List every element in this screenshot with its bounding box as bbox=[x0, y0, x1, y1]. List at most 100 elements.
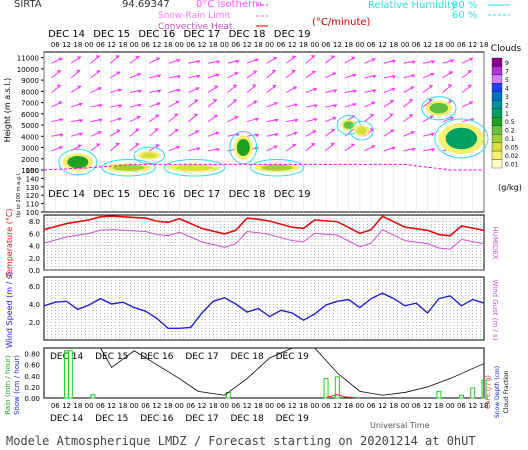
hour-label-bottom-0-1: 12 bbox=[62, 402, 71, 410]
wind-arrow-head bbox=[389, 113, 394, 117]
wind-arrow-head bbox=[194, 99, 199, 103]
hour-label-top-3-2: 18 bbox=[209, 41, 218, 49]
hour-label-top-0-0: 06 bbox=[51, 41, 60, 49]
wind-arrow-head bbox=[234, 116, 239, 120]
wind-arrow-head bbox=[352, 103, 357, 107]
temperature-series-temperature bbox=[43, 215, 485, 237]
rain-axis-title: Rain (mm / hour) bbox=[4, 355, 12, 415]
hour-label-top-6-0: 06 bbox=[322, 41, 331, 49]
wind-arrow-head bbox=[411, 60, 416, 65]
hour-label-top-3-3: 00 bbox=[220, 41, 229, 49]
wind-arrow-head bbox=[330, 142, 335, 147]
temperature-panel-frame bbox=[43, 214, 485, 271]
wind-arrow-head bbox=[350, 143, 355, 148]
hour-label-bottom-3-1: 12 bbox=[197, 402, 206, 410]
humidity-contour-5 bbox=[250, 159, 305, 177]
hour-label-bottom-4-1: 12 bbox=[243, 402, 252, 410]
hour-label-bottom-2-1: 12 bbox=[152, 402, 161, 410]
temperature-tick-3: 2.0 bbox=[29, 255, 40, 263]
hour-label-top-2-1: 12 bbox=[152, 41, 161, 49]
day-label-precip-1: DEC 14 bbox=[50, 352, 83, 362]
hour-label-bottom-8-2: 18 bbox=[434, 402, 443, 410]
isotherm-line bbox=[43, 163, 484, 171]
wind-arrow-head bbox=[76, 69, 81, 74]
precip-tick-2: 0.40 bbox=[24, 373, 40, 381]
wind-arrow-head bbox=[390, 129, 395, 133]
x-axis-label: Universal Time bbox=[370, 421, 430, 430]
footer-title: Modele Atmospherique LMDZ / Forecast sta… bbox=[6, 434, 476, 448]
wind-arrow-head bbox=[175, 145, 180, 150]
wind-arrow-head bbox=[430, 60, 435, 64]
height-tick-label-7: 4000 bbox=[21, 133, 39, 141]
wind-arrow-head bbox=[95, 55, 100, 59]
wind-arrow-head bbox=[389, 99, 394, 104]
wind-arrow-head bbox=[312, 130, 317, 134]
wind-arrow-head bbox=[196, 147, 201, 151]
height-tick-label-1: 10000 bbox=[17, 66, 39, 74]
wind-arrow-head bbox=[137, 89, 142, 94]
wind-arrow-head bbox=[214, 85, 219, 90]
wind-arrow-head bbox=[408, 98, 413, 103]
hour-label-bottom-7-2: 18 bbox=[389, 402, 398, 410]
wind-arrow-head bbox=[272, 84, 277, 89]
wind-arrow-head bbox=[196, 74, 201, 79]
wind-arrow-head bbox=[175, 100, 180, 105]
hour-label-top-4-1: 12 bbox=[243, 41, 252, 49]
cloud-fraction-axis-title: Cloud Fraction bbox=[503, 370, 510, 413]
colorbar-swatch-8 bbox=[491, 125, 503, 135]
hour-label-top-5-2: 18 bbox=[299, 41, 308, 49]
colorbar-label-10: 0.05 bbox=[505, 145, 519, 152]
hour-label-bottom-5-2: 18 bbox=[299, 402, 308, 410]
precip-tick-3: 0.60 bbox=[24, 362, 40, 370]
hour-label-top-7-3: 00 bbox=[401, 41, 410, 49]
wind-arrow-head bbox=[271, 69, 276, 74]
height-tick-label-10: 1000 bbox=[21, 167, 39, 175]
wind-arrow-head bbox=[332, 116, 337, 121]
hour-label-bottom-5-1: 12 bbox=[288, 402, 297, 410]
wind-arrow-head bbox=[235, 59, 240, 64]
colorbar-swatch-4 bbox=[491, 91, 503, 101]
hour-label-bottom-1-3: 00 bbox=[130, 402, 139, 410]
cape-line bbox=[325, 394, 360, 399]
colorbar-unit: (g/kg) bbox=[498, 183, 522, 192]
wind-arrow-head bbox=[157, 89, 162, 94]
day-label-top-4: DEC 17 bbox=[183, 29, 220, 40]
colorbar-label-0: 9 bbox=[505, 60, 509, 67]
wind-tick-0: 6.0 bbox=[29, 283, 40, 291]
wind-arrow-head bbox=[252, 70, 257, 74]
wind-arrow-head bbox=[369, 113, 374, 118]
wind-arrow-head bbox=[293, 119, 298, 123]
hour-label-bottom-9-1: 12 bbox=[468, 402, 477, 410]
day-label-bottom-5: DEC 18 bbox=[230, 414, 263, 424]
colorbar-swatch-9 bbox=[491, 134, 503, 143]
height-tick-label-12: 140 bbox=[26, 175, 39, 183]
hour-label-top-2-0: 06 bbox=[141, 41, 150, 49]
colorbar-label-12: 0.01 bbox=[505, 162, 519, 169]
height-tick-label-13: 130 bbox=[26, 184, 39, 192]
wind-panel-frame bbox=[43, 276, 485, 341]
colorbar-label-7: 0.5 bbox=[505, 119, 515, 126]
height-tick-label-0: 11000 bbox=[17, 55, 39, 63]
hour-label-top-0-1: 12 bbox=[62, 41, 71, 49]
wind-arrow-head bbox=[156, 102, 161, 106]
hour-label-top-7-1: 12 bbox=[378, 41, 387, 49]
wind-arrow-head bbox=[428, 98, 433, 103]
colorbar-label-8: 0.2 bbox=[505, 128, 515, 135]
height-tick-label-14: 120 bbox=[26, 192, 39, 200]
hour-label-top-5-3: 00 bbox=[310, 41, 319, 49]
wind-arrow-head bbox=[196, 60, 201, 64]
wind-axis-title: Wind Speed (m / s) bbox=[5, 272, 14, 348]
wind-arrow-head bbox=[313, 87, 318, 92]
hour-label-bottom-7-3: 00 bbox=[401, 402, 410, 410]
wind-arrow-head bbox=[430, 72, 435, 77]
hour-label-bottom-3-3: 00 bbox=[220, 402, 229, 410]
hour-label-bottom-6-1: 12 bbox=[333, 402, 342, 410]
hour-label-top-8-2: 18 bbox=[434, 41, 443, 49]
wind-arrow-head bbox=[292, 86, 297, 90]
height-tick-label-8: 3000 bbox=[21, 145, 39, 153]
wind-arrow-head bbox=[96, 143, 101, 147]
wind-arrow-head bbox=[429, 115, 434, 119]
wind-arrow-head bbox=[215, 131, 220, 136]
hour-label-bottom-8-0: 06 bbox=[412, 402, 421, 410]
temperature-tick-4: 0.0 bbox=[29, 267, 40, 275]
